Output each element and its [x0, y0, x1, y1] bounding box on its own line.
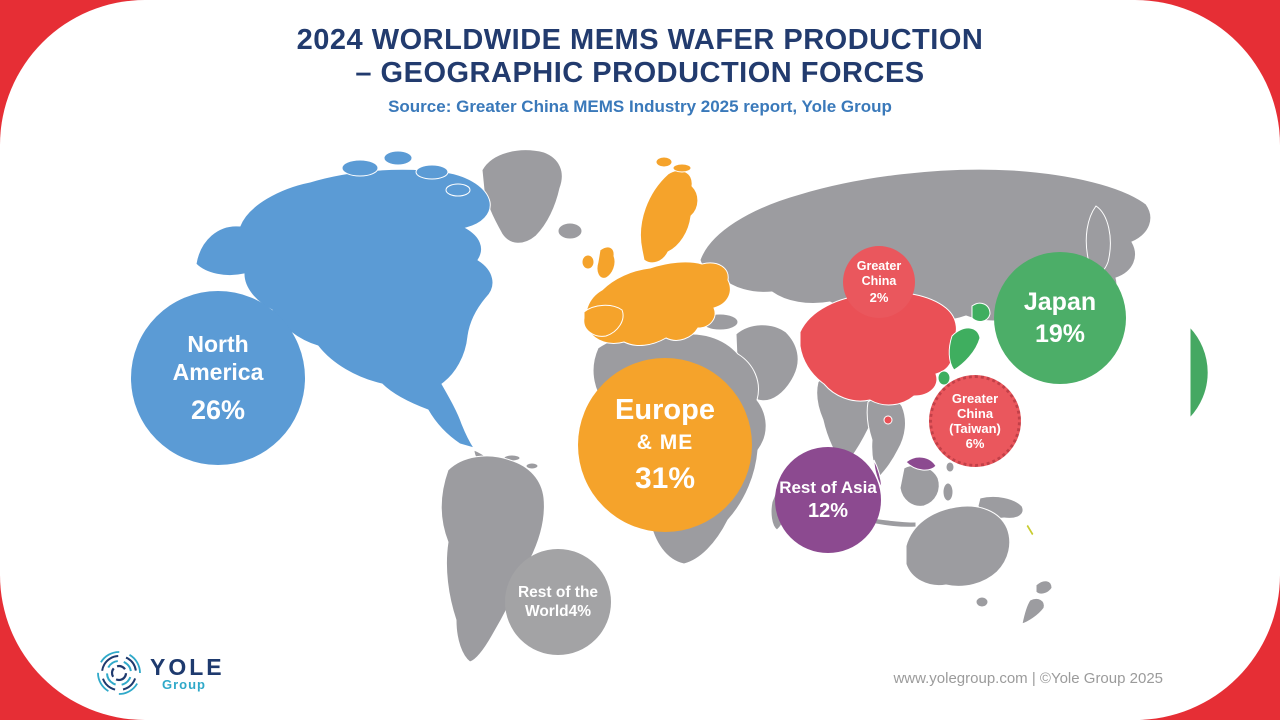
region-svalbard-2: [672, 163, 692, 173]
region-ireland: [581, 254, 595, 270]
bubble-rest-of-world: Rest of the World4%: [505, 549, 611, 655]
bubble-label: Japan: [1023, 287, 1097, 316]
region-caribbean-2: [525, 462, 539, 470]
region-hainan: [883, 415, 893, 425]
region-philippines-3: [945, 461, 955, 473]
bubble-label: Rest of Asia: [779, 477, 877, 497]
region-japan-kyushu: [937, 370, 951, 386]
bubble-rest-of-asia: Rest of Asia 12%: [775, 447, 881, 553]
bubble-label-line1: Rest of the: [517, 584, 599, 601]
bubble-label: Europe: [615, 393, 715, 426]
region-scandinavia: [639, 170, 699, 264]
region-greenland: [481, 149, 563, 244]
bubble-value: 12%: [807, 499, 849, 522]
region-indochina: [866, 395, 906, 479]
region-arctic-island-2: [383, 150, 413, 166]
bubble-label: Greater China: [951, 391, 999, 421]
header: 2024 WORLDWIDE MEMS WAFER PRODUCTION – G…: [0, 24, 1280, 117]
region-new-zealand-south: [1021, 597, 1045, 625]
green-crescent-decoration: [1189, 325, 1209, 420]
title-line1: 2024 WORLDWIDE MEMS WAFER PRODUCTION: [296, 24, 984, 56]
yole-logo-subtitle: Group: [162, 676, 206, 692]
bubble-label-line2: World4%: [524, 603, 592, 620]
bubble-label: North America: [172, 331, 264, 385]
region-uk: [596, 246, 616, 279]
bubble-greater-china: Greater China 2%: [843, 246, 915, 318]
bubble-value: 31%: [634, 461, 696, 495]
bubble-japan: Japan 19%: [994, 252, 1126, 384]
yole-logo-text: YOLE Group: [150, 653, 225, 692]
region-arctic-island-1: [341, 159, 379, 177]
region-java: [871, 517, 917, 528]
source-line: Source: Greater China MEMS Industry 2025…: [388, 97, 892, 116]
footer-credit: www.yolegroup.com | ©Yole Group 2025: [893, 670, 1163, 687]
region-japan-hokkaido: [971, 302, 991, 322]
region-borneo: [899, 464, 940, 507]
region-new-caledonia: [1025, 523, 1035, 537]
region-tasmania: [975, 596, 989, 608]
yole-logo-name: YOLE: [150, 653, 225, 680]
bubble-sublabel: & ME: [636, 430, 694, 454]
region-japan-honshu: [948, 327, 981, 371]
bubble-paren-label: (Taiwan): [949, 421, 1001, 436]
title-line2: – GEOGRAPHIC PRODUCTION FORCES: [355, 57, 925, 89]
region-iberia: [583, 304, 624, 337]
region-new-zealand-north: [1035, 580, 1053, 595]
region-sulawesi: [942, 482, 954, 502]
bubble-value: 26%: [190, 395, 246, 425]
bubble-value: 19%: [1034, 319, 1086, 348]
bubble-north-america: North America 26%: [131, 291, 305, 465]
bubble-value: 2%: [869, 290, 889, 305]
bubble-greater-china-taiwan: Greater China (Taiwan) 6%: [929, 375, 1021, 467]
region-malay-peninsula: [873, 459, 883, 489]
region-arctic-island-3: [415, 164, 449, 180]
region-svalbard-1: [655, 156, 673, 168]
bubble-label: Greater China: [856, 259, 902, 288]
bubble-value: 6%: [965, 436, 985, 451]
region-europe: [585, 261, 731, 346]
yole-swirl-icon: [97, 651, 141, 695]
region-australia: [905, 505, 1011, 587]
region-malaysia-borneo: [905, 456, 937, 471]
bubble-europe-me: Europe & ME 31%: [578, 358, 752, 532]
page-title: 2024 WORLDWIDE MEMS WAFER PRODUCTION – G…: [0, 24, 1280, 90]
region-south-america: [440, 455, 545, 663]
yole-logo: YOLE Group: [96, 650, 225, 696]
region-arctic-island-4: [445, 183, 471, 197]
region-iceland: [557, 222, 583, 240]
